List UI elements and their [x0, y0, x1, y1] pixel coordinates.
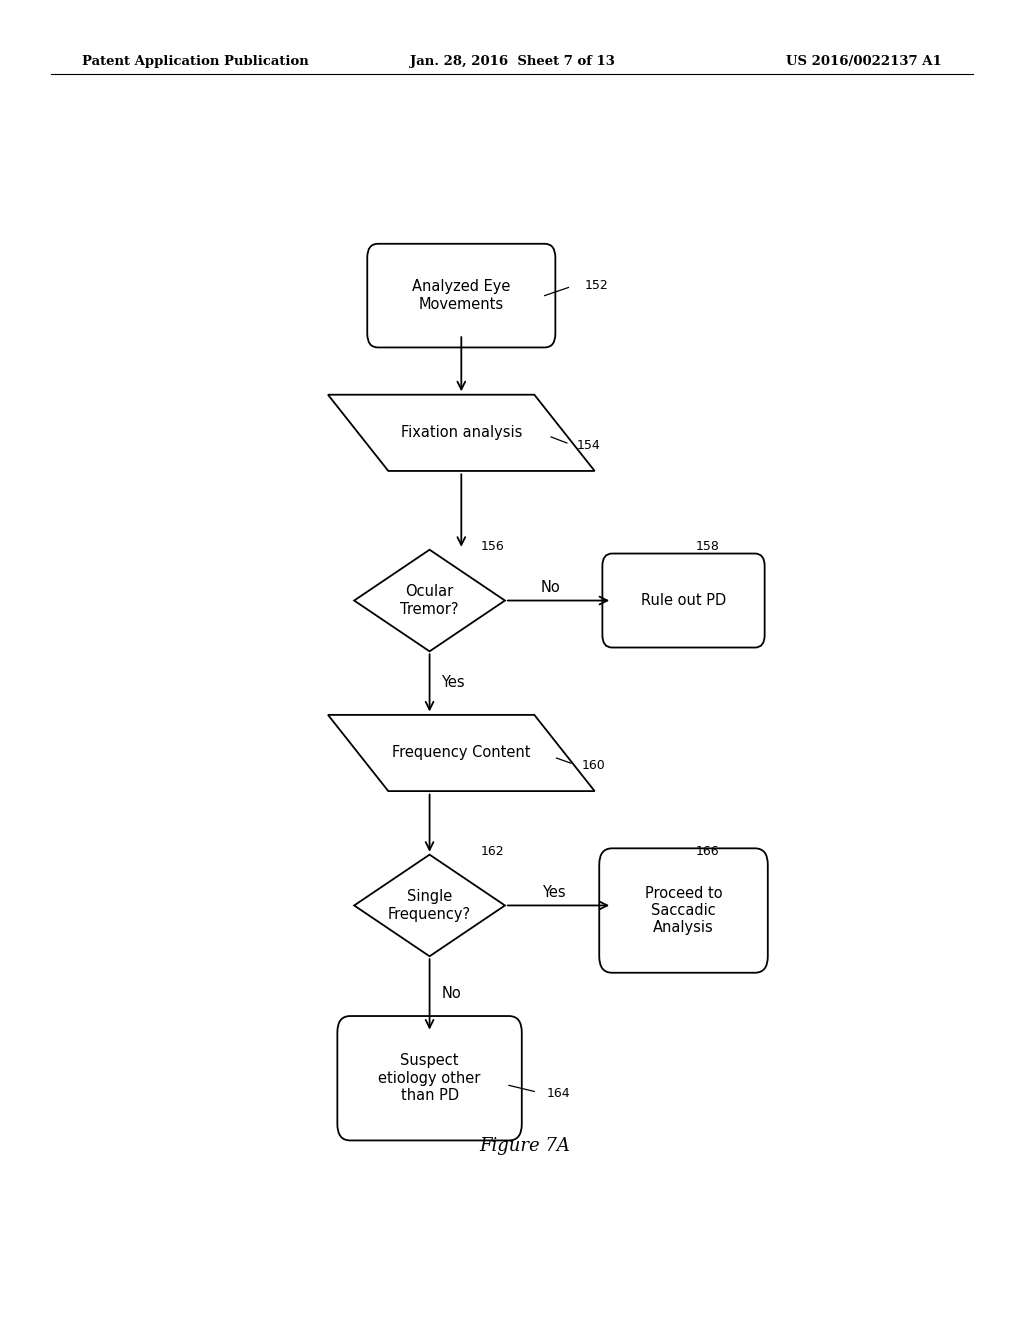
Text: Ocular
Tremor?: Ocular Tremor? — [400, 585, 459, 616]
Text: 166: 166 — [695, 845, 719, 858]
Text: 164: 164 — [547, 1086, 570, 1100]
Text: Suspect
etiology other
than PD: Suspect etiology other than PD — [379, 1053, 480, 1104]
Text: Analyzed Eye
Movements: Analyzed Eye Movements — [412, 280, 511, 312]
Text: 162: 162 — [481, 845, 505, 858]
Text: 156: 156 — [481, 540, 505, 553]
FancyBboxPatch shape — [368, 244, 555, 347]
Text: Yes: Yes — [543, 884, 566, 900]
Text: No: No — [441, 986, 461, 1002]
Text: Proceed to
Saccadic
Analysis: Proceed to Saccadic Analysis — [645, 886, 722, 936]
FancyBboxPatch shape — [602, 553, 765, 648]
Text: Frequency Content: Frequency Content — [392, 746, 530, 760]
Text: Yes: Yes — [441, 676, 465, 690]
Polygon shape — [328, 395, 595, 471]
Text: No: No — [541, 579, 560, 595]
Polygon shape — [354, 854, 505, 956]
Text: Single
Frequency?: Single Frequency? — [388, 890, 471, 921]
Text: US 2016/0022137 A1: US 2016/0022137 A1 — [786, 55, 942, 69]
Text: 154: 154 — [577, 438, 600, 451]
Text: 158: 158 — [695, 540, 719, 553]
Polygon shape — [328, 715, 595, 791]
Text: 160: 160 — [582, 759, 605, 772]
Text: Patent Application Publication: Patent Application Publication — [82, 55, 308, 69]
Text: Fixation analysis: Fixation analysis — [400, 425, 522, 441]
Polygon shape — [354, 549, 505, 651]
Text: Jan. 28, 2016  Sheet 7 of 13: Jan. 28, 2016 Sheet 7 of 13 — [410, 55, 614, 69]
Text: Figure 7A: Figure 7A — [479, 1138, 570, 1155]
Text: 152: 152 — [585, 279, 608, 292]
FancyBboxPatch shape — [599, 849, 768, 973]
FancyBboxPatch shape — [337, 1016, 522, 1140]
Text: Rule out PD: Rule out PD — [641, 593, 726, 609]
